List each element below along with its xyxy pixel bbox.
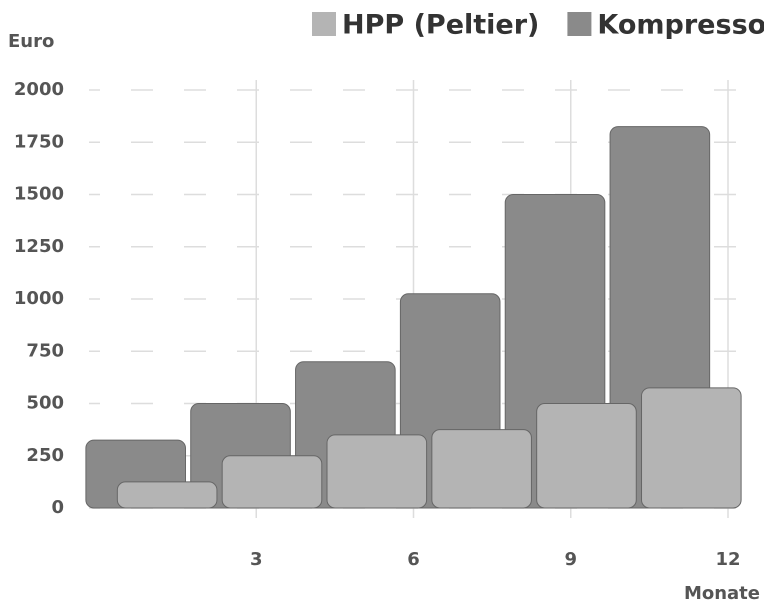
x-tick-label: 3 [250,549,263,570]
y-tick-label: 1250 [14,236,64,257]
x-tick-label: 6 [407,549,420,570]
y-tick-label: 2000 [14,79,64,100]
coin-stack [642,388,742,508]
x-tick-label: 9 [564,549,577,570]
coin-stack [117,482,217,508]
x-tick-label: 12 [715,549,740,570]
y-tick-label: 250 [26,445,64,466]
x-axis-label: Monate [684,583,760,603]
coin-stack [432,430,532,508]
y-tick-label: 0 [51,497,64,518]
coin-stack [537,404,637,509]
y-axis-label: Euro [8,31,54,52]
coin-stack [327,435,427,508]
legend: HPP (Peltier) Kompressor [312,10,764,41]
y-tick-label: 1000 [14,288,64,309]
legend-swatch [312,12,336,36]
y-tick-label: 500 [26,393,64,414]
y-tick-label: 750 [26,340,64,361]
coin-stack [222,456,322,508]
legend-label: HPP (Peltier) [342,10,539,41]
legend-swatch [567,12,591,36]
y-tick-label: 1750 [14,131,64,152]
y-tick-label: 1500 [14,184,64,205]
legend-label: Kompressor [597,10,764,41]
chart: Euro Monate HPP (Peltier) Kompressor 0 250… [0,0,764,603]
